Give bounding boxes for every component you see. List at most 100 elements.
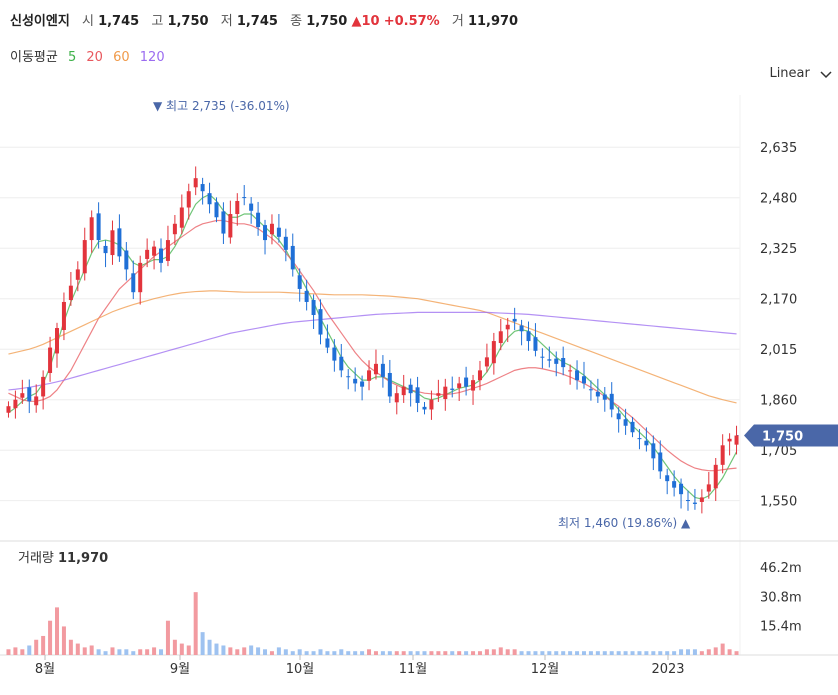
volume-bar: [290, 651, 295, 655]
candle: [172, 214, 177, 245]
candle: [540, 348, 545, 369]
candle: [623, 408, 628, 435]
candle: [6, 401, 11, 418]
candle-body: [720, 445, 725, 465]
candle: [373, 349, 378, 380]
price-tick-label: 2,170: [760, 293, 797, 308]
x-tick-label: 11월: [399, 662, 428, 677]
candle-body: [332, 347, 337, 361]
change-arrow-icon: ▲: [351, 14, 362, 29]
candle-body: [727, 438, 732, 442]
candle: [61, 292, 66, 341]
volume-bar: [346, 651, 351, 655]
candle: [249, 197, 254, 224]
ma-120-label[interactable]: 120: [139, 50, 165, 65]
candle: [547, 346, 552, 368]
price-tick-label: 1,705: [760, 444, 797, 459]
volume-bar: [540, 651, 545, 655]
moving-average-legend: 이동평균 5 20 60 120: [10, 46, 165, 65]
candle: [588, 380, 593, 401]
volume-bar: [297, 649, 302, 655]
candle-body: [48, 347, 53, 373]
candle: [436, 379, 441, 402]
candle: [290, 233, 295, 277]
ma-60-label[interactable]: 60: [113, 50, 130, 65]
volume-bar: [235, 649, 240, 655]
candle: [602, 386, 607, 412]
candle-body: [491, 341, 496, 364]
candle: [207, 182, 212, 214]
candle: [200, 177, 205, 205]
candle: [505, 317, 510, 343]
candle-body: [186, 191, 191, 208]
price-tick-label: 2,480: [760, 192, 797, 207]
candle: [34, 384, 39, 413]
volume-bar: [41, 635, 46, 655]
ma-5-label[interactable]: 5: [67, 50, 77, 65]
candle: [304, 279, 309, 311]
candle-body: [464, 377, 469, 387]
volume-bar: [672, 651, 677, 655]
candle: [75, 261, 80, 292]
high-value: 1,750: [167, 14, 209, 29]
volume-bar: [214, 643, 219, 655]
candle-body: [27, 387, 32, 402]
candle: [658, 440, 663, 479]
volume-bar: [68, 639, 73, 655]
candle: [450, 376, 455, 398]
candle-body: [325, 338, 330, 348]
candle-body: [269, 223, 274, 235]
volume-bar: [82, 647, 87, 655]
candle: [13, 390, 18, 419]
volume-bar: [61, 626, 66, 655]
candle: [145, 238, 150, 268]
candle: [734, 425, 739, 455]
candle-body: [713, 464, 718, 489]
candle-body: [706, 484, 711, 492]
volume-bar: [221, 645, 226, 655]
volume-bar: [554, 651, 559, 655]
candle-body: [602, 394, 607, 400]
candle: [380, 355, 385, 388]
candle-body: [658, 452, 663, 472]
candle: [179, 194, 184, 235]
volume-bar: [200, 632, 205, 655]
candle-body: [131, 273, 136, 293]
volume-bar: [193, 592, 198, 655]
candle: [152, 240, 157, 270]
volume-bar: [595, 651, 600, 655]
x-tick-label: 9월: [170, 662, 190, 677]
volume-bar: [651, 651, 656, 655]
scale-selector[interactable]: Linear: [769, 66, 832, 81]
candle-body: [13, 399, 18, 409]
candle: [616, 407, 621, 433]
candle-body: [685, 500, 690, 502]
ma-20-line: [8, 219, 737, 472]
candle: [457, 376, 462, 401]
volume-bar: [332, 651, 337, 655]
candle: [561, 346, 566, 376]
candle: [526, 321, 531, 351]
candle: [699, 489, 704, 514]
candle-body: [692, 502, 697, 504]
candle: [297, 268, 302, 302]
candle: [242, 185, 247, 206]
candle-body: [172, 223, 177, 235]
candle: [235, 193, 240, 226]
candle-body: [179, 207, 184, 228]
candle: [422, 401, 427, 415]
volume-bar: [588, 651, 593, 655]
candle: [387, 359, 392, 403]
ma-20-label[interactable]: 20: [86, 50, 103, 65]
candle: [96, 202, 101, 249]
volume-bar: [477, 651, 482, 655]
candle-body: [609, 393, 614, 410]
volume-bar: [429, 651, 434, 655]
volume-bar: [547, 651, 552, 655]
volume-bar: [373, 651, 378, 655]
candle: [283, 228, 288, 262]
candle: [48, 336, 53, 382]
volume-bar: [353, 651, 358, 655]
volume-bar: [568, 651, 573, 655]
